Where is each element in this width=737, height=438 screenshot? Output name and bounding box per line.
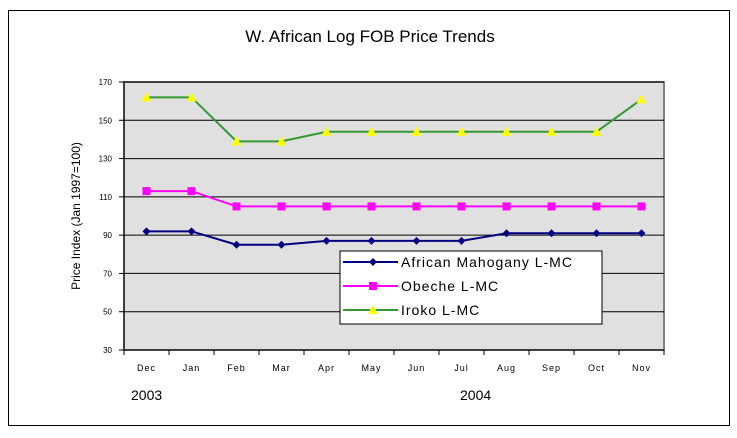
data-point: [412, 202, 421, 211]
data-point: [501, 126, 512, 136]
chart-title: W. African Log FOB Price Trends: [245, 27, 494, 46]
data-point: [277, 240, 286, 249]
legend-label: African Mahogany L-MC: [401, 254, 573, 270]
data-point: [141, 92, 152, 102]
y-tick-label: 150: [99, 116, 113, 125]
x-tick-label: Jun: [408, 363, 426, 373]
data-point: [592, 202, 601, 211]
data-point: [547, 202, 556, 211]
data-point: [231, 136, 242, 146]
y-tick-label: 110: [99, 193, 112, 202]
data-point: [367, 202, 376, 211]
series-line: [146, 96, 643, 143]
legend-label: Obeche L-MC: [401, 278, 499, 294]
data-point: [591, 126, 602, 136]
data-point: [277, 202, 286, 211]
x-tick-label: Dec: [137, 363, 156, 373]
data-point: [547, 229, 556, 238]
data-point: [322, 236, 331, 245]
x-tick-label: Feb: [227, 363, 246, 373]
legend-marker: [369, 282, 377, 290]
data-point: [321, 126, 332, 136]
data-point: [637, 229, 646, 238]
y-axis-label: Price Index (Jan 1997=100): [69, 142, 83, 290]
series-african-mahogany-l-mc: [142, 227, 646, 249]
x-tick-label: Jan: [183, 363, 201, 373]
series-line: [146, 190, 642, 208]
data-point: [457, 236, 466, 245]
data-point: [412, 236, 421, 245]
data-point: [411, 126, 422, 136]
y-tick-label: 130: [99, 155, 113, 164]
data-point: [276, 136, 287, 146]
x-tick-label: Nov: [632, 363, 651, 373]
data-point: [636, 94, 647, 104]
data-point: [367, 236, 376, 245]
y-tick-label: 170: [99, 78, 113, 87]
y-tick-label: 90: [103, 231, 112, 240]
legend-marker: [368, 305, 378, 314]
data-point: [232, 240, 241, 249]
x-tick-label: May: [361, 363, 381, 373]
y-tick-label: 50: [103, 308, 112, 317]
y-tick-label: 30: [103, 346, 112, 355]
x-tick-label: Jul: [454, 363, 469, 373]
y-tick-label: 70: [103, 269, 112, 278]
series-iroko-l-mc: [141, 92, 647, 146]
data-point: [187, 187, 196, 196]
legend: African Mahogany L-MC Obeche L-MC Iroko L-…: [339, 250, 603, 325]
year-label-2003: 2003: [131, 387, 162, 403]
year-label-2004: 2004: [460, 387, 491, 403]
data-point: [637, 202, 646, 211]
data-point: [366, 126, 377, 136]
legend-box: [339, 250, 603, 325]
data-point: [546, 126, 557, 136]
series-obeche-l-mc: [142, 187, 646, 211]
data-point: [142, 187, 151, 196]
data-point: [142, 227, 151, 236]
x-tick-label: Sep: [542, 363, 561, 373]
legend-label: Iroko L-MC: [401, 302, 480, 318]
data-point: [322, 202, 331, 211]
x-tick-label: Mar: [272, 363, 291, 373]
data-point: [457, 202, 466, 211]
data-point: [592, 229, 601, 238]
data-point: [232, 202, 241, 211]
data-point: [502, 202, 511, 211]
data-point: [456, 126, 467, 136]
x-tick-label: Apr: [318, 363, 335, 373]
x-tick-label: Aug: [497, 363, 516, 373]
legend-marker: [369, 258, 377, 266]
series-line: [146, 230, 642, 246]
data-point: [186, 92, 197, 102]
data-point: [187, 227, 196, 236]
x-tick-label: Oct: [588, 363, 605, 373]
data-point: [502, 229, 511, 238]
